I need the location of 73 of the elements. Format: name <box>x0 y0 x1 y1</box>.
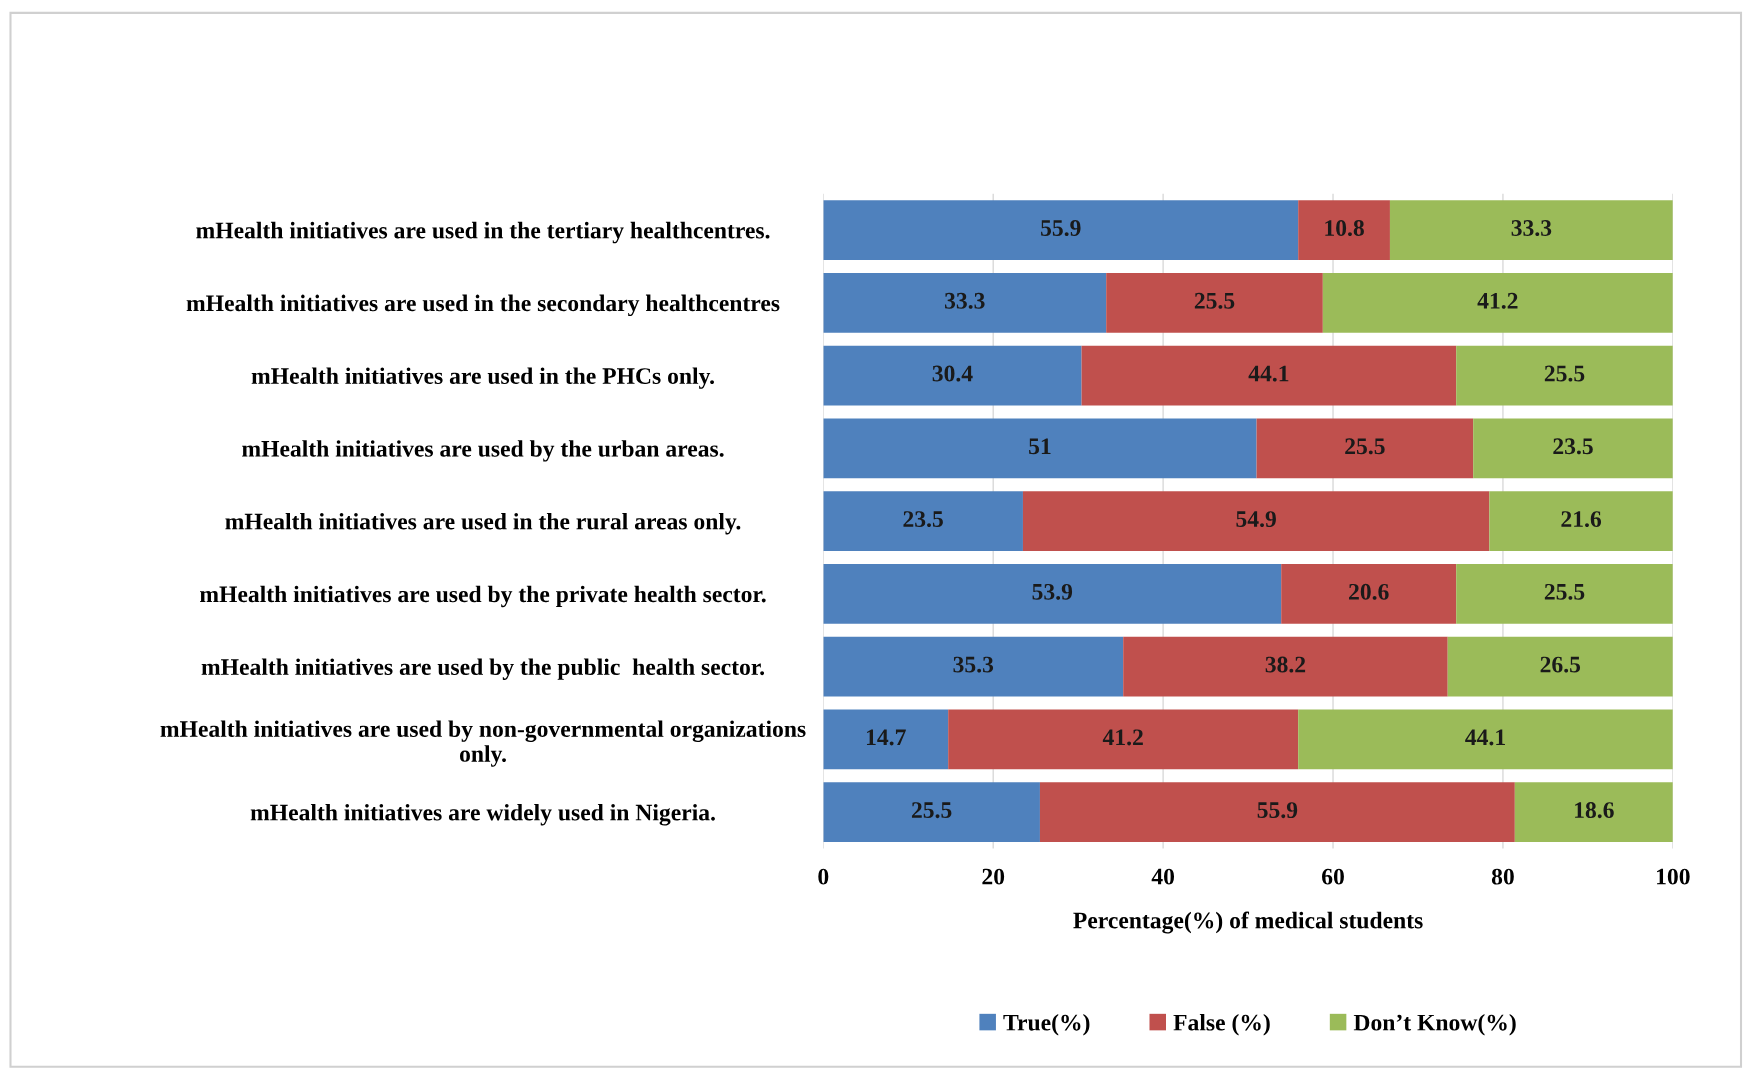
data-label: 21.6 <box>1561 511 1602 528</box>
data-label: 41.2 <box>1102 729 1143 746</box>
x-tick-label: 100 <box>1657 868 1690 885</box>
data-label: 26.5 <box>1540 656 1581 673</box>
x-tick-label: 40 <box>1151 868 1175 885</box>
bar <box>823 272 1107 333</box>
data-label: 25.5 <box>1345 438 1385 455</box>
data-label: 51 <box>1029 438 1051 455</box>
legend-label: True(%) <box>1003 1013 1090 1036</box>
data-label: 25.5 <box>1194 292 1235 309</box>
x-axis-title: Percentage(%) of medical students <box>1073 911 1423 934</box>
data-label: 23.5 <box>903 511 943 528</box>
bar <box>1106 272 1323 333</box>
bar <box>1123 636 1448 697</box>
bar <box>1489 491 1673 551</box>
bar <box>1514 782 1673 842</box>
x-tick-label: 20 <box>982 868 1005 885</box>
data-label: 33.3 <box>1511 220 1552 237</box>
bar <box>823 564 1282 624</box>
bar <box>1456 564 1673 624</box>
data-label: 35.3 <box>953 656 994 673</box>
data-label: 25.5 <box>1544 583 1585 600</box>
bar <box>823 709 949 770</box>
y-tick-label: mHealth initiatives are used in the rural areas only. <box>225 512 741 535</box>
data-label: 41.2 <box>1477 292 1518 309</box>
x-tick-label: 60 <box>1322 868 1344 885</box>
legend-label: False (%) <box>1173 1013 1270 1036</box>
bar <box>823 782 1040 842</box>
data-label: 30.4 <box>932 365 973 382</box>
x-tick-label: 0 <box>818 868 829 885</box>
data-label: 25.5 <box>1544 365 1585 382</box>
y-tick-label: mHealth initiatives are used in the PHCs only. <box>251 367 714 389</box>
y-tick-label: mHealth initiatives are used by the urban areas. <box>242 440 724 462</box>
y-tick-label: mHealth initiatives are used by the private health sector. <box>200 585 766 608</box>
bar <box>1081 345 1457 406</box>
bar <box>823 418 1257 479</box>
data-label: 10.8 <box>1325 220 1364 237</box>
bar <box>1256 418 1474 479</box>
data-label: 53.9 <box>1032 583 1073 600</box>
y-tick-label: mHealth initiatives are widely used in Nigeria. <box>250 803 715 826</box>
data-label: 44.1 <box>1465 729 1505 746</box>
y-tick-label: mHealth initiatives are used by the public health sector. <box>201 658 765 680</box>
data-label: 44.1 <box>1248 365 1289 382</box>
data-label: 25.5 <box>911 802 952 819</box>
data-label: 55.9 <box>1041 220 1081 237</box>
bar <box>1322 272 1673 333</box>
bar <box>1447 636 1673 697</box>
data-label: 38.2 <box>1265 656 1306 673</box>
data-label: 23.5 <box>1553 438 1593 455</box>
data-label: 55.9 <box>1257 802 1298 819</box>
bar <box>823 200 1299 260</box>
bar <box>1298 709 1673 770</box>
y-tick-label: mHealth initiatives are used by non-governmental organizations only. <box>160 720 806 767</box>
data-label: 14.7 <box>866 729 906 746</box>
y-tick-label: mHealth initiatives are used in the secondary healthcentres <box>186 294 780 317</box>
bar <box>1039 782 1515 842</box>
bar <box>1473 418 1673 479</box>
data-label: 54.9 <box>1236 511 1276 528</box>
y-tick-label: mHealth initiatives are used in the tertiary healthcentres. <box>196 221 770 244</box>
bar <box>1022 491 1490 551</box>
bar <box>1389 200 1673 260</box>
data-label: 18.6 <box>1575 802 1614 819</box>
x-tick-label: 80 <box>1491 868 1514 885</box>
legend-label: Don’t Know(%) <box>1353 1013 1516 1036</box>
data-label: 33.3 <box>944 292 985 309</box>
bar <box>1298 200 1390 260</box>
bar <box>1281 564 1457 624</box>
bar <box>948 709 1299 770</box>
bar <box>1456 345 1673 406</box>
bar <box>823 636 1124 697</box>
bar <box>823 491 1023 551</box>
bar <box>823 345 1082 406</box>
data-label: 20.6 <box>1349 583 1389 600</box>
